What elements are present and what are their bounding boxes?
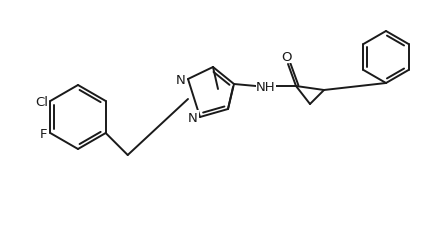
Text: NH: NH bbox=[256, 80, 276, 93]
Text: F: F bbox=[40, 127, 47, 140]
Text: N: N bbox=[176, 73, 186, 86]
Text: N: N bbox=[188, 111, 198, 124]
Text: O: O bbox=[281, 50, 291, 63]
Text: Cl: Cl bbox=[35, 95, 48, 108]
